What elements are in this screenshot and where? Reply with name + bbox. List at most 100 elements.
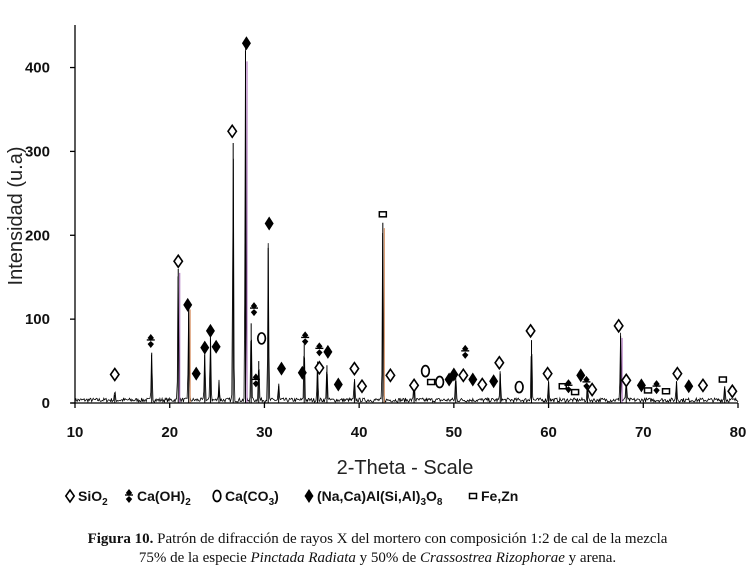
sio2-marker [109,367,120,382]
caoh2-marker [250,302,259,317]
y-tick-label: 300 [25,143,50,160]
trace-line [74,48,739,404]
caoh2-marker [582,375,591,390]
double-diamond-icon [252,373,260,388]
sio2-marker [385,367,396,383]
feldspar-marker [211,339,221,354]
legend-label: Fe,Zn [481,488,518,504]
diamond-outline-icon [697,377,709,393]
legend-label: Ca(CO3) [225,488,279,508]
legend: SiO2 Ca(OH)2 Ca(CO3) (Na,Ca)Al(Si,Al)3O8 Fe,… [64,488,518,508]
x-tick-label: 50 [446,424,463,441]
x-tick-label: 30 [256,424,273,441]
x-tick-label: 60 [540,424,557,441]
fezn-marker [661,388,671,395]
fezn-marker [570,388,580,396]
feldspar-marker [489,374,499,389]
diamond-filled-icon [636,378,646,393]
sio2-marker [227,123,238,139]
sio2-marker [356,378,368,394]
feldspar-marker [241,36,251,51]
fezn-marker [643,387,653,394]
ellipse-icon [514,380,524,394]
sio2-marker [314,360,325,376]
caoh2-marker [146,333,155,348]
caoh2-marker [315,342,324,357]
double-diamond-icon [301,331,309,346]
caoh2-marker [251,373,260,388]
ellipse-icon [434,375,445,389]
diamond-filled-icon [684,379,694,394]
feldspar-marker [200,340,210,355]
fezn-marker [558,382,568,390]
caption-text-b: y 50% de [355,550,421,566]
sio2-marker [613,318,624,334]
diamond-outline-icon [477,377,488,392]
diamond-filled-icon [323,344,333,359]
caco3-marker [256,332,267,345]
feldspar-marker [323,344,333,359]
caoh2-marker [652,380,661,395]
fezn-marker [378,211,388,218]
feldspar-marker [297,365,307,380]
feldspar-marker [684,379,694,394]
caption-label: Figura 10. [87,531,154,547]
y-tick-label: 200 [25,227,50,244]
x-axis-title: 2-Theta - Scale [337,457,474,479]
phase-markers [109,36,738,399]
diamond-outline-icon [586,382,598,397]
ellipse-icon [212,489,222,503]
sio2-marker [408,377,420,393]
axis-ticks: 10 20 30 40 50 60 70 80 0 100 200 300 400 [25,60,746,441]
diamond-outline-icon [385,367,396,383]
sio2-marker [727,383,738,399]
y-axis-title: Intensidad (u.a) [5,147,27,286]
feldspar-marker [576,368,586,383]
legend-caco3-marker [212,489,222,503]
diamond-filled-icon [304,489,314,503]
diamond-outline-icon [458,367,469,383]
feldspar-marker [205,323,215,338]
x-tick-label: 10 [67,424,84,441]
sio2-marker [542,366,553,382]
diamond-filled-icon [241,36,251,51]
diamond-outline-icon [314,360,325,376]
diamond-filled-icon [191,366,201,381]
caco3-marker [434,375,445,389]
figure-caption-line2: 75% de la especie Pinctada Radiata y 50%… [0,549,755,568]
feldspar-marker [183,297,193,312]
legend-label: (Na,Ca)Al(Si,Al)3O8 [317,488,443,508]
sio2-marker [525,323,536,339]
sio2-marker [458,367,469,383]
square-icon [558,382,568,390]
legend-label: SiO2 [78,488,108,508]
y-tick-label: 100 [25,311,50,328]
x-tick-label: 70 [635,424,652,441]
feldspar-marker [333,377,343,392]
sio2-marker [672,366,683,382]
diamond-outline-icon [727,383,738,399]
diamond-outline-icon [109,367,120,382]
double-diamond-icon [653,380,660,395]
diamond-filled-icon [576,368,586,383]
square-icon [468,492,478,500]
diamond-filled-icon [489,374,499,389]
diamond-filled-icon [200,340,210,355]
diamond-outline-icon [356,378,368,394]
double-diamond-icon [583,375,590,390]
caoh2-marker [461,344,470,359]
diamond-filled-icon [211,339,221,354]
diamond-filled-icon [205,323,215,338]
double-diamond-icon [462,344,469,359]
x-tick-label: 80 [730,424,747,441]
sio2-marker [477,377,488,392]
square-icon [718,376,728,383]
fezn-marker [426,378,436,386]
legend-caoh2-marker [125,489,133,503]
legend-feldspar-marker [304,489,314,503]
feldspar-marker [449,367,459,382]
diamond-outline-icon [542,366,553,382]
feldspar-marker [468,372,478,387]
double-diamond-icon [565,379,572,394]
